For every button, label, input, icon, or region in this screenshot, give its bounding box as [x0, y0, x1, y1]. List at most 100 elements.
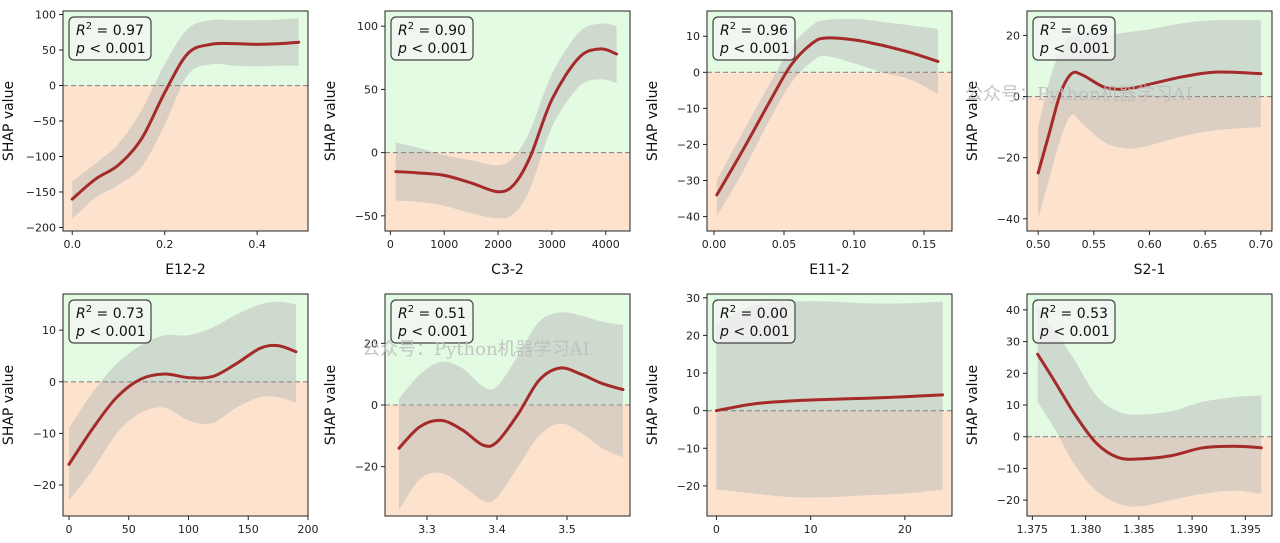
confidence-band [716, 18, 938, 217]
y-axis-label: SHAP value [645, 365, 661, 445]
plot-frame [706, 293, 953, 517]
r-squared-label: R2 = 0.00 [720, 304, 788, 322]
shap-fit-line [67, 343, 298, 466]
x-tick-label: 4000 [592, 238, 620, 251]
y-tick-label: 10 [1006, 399, 1020, 412]
shap-panel-1: 0.0 0.2 0.4 −200 −150 −100 −50 0 50 100 E12-2 SHAP … [1, 9, 309, 278]
y-tick-label: 100 [35, 9, 56, 22]
x-tick-label: 0.70 [1249, 238, 1274, 251]
shap-panel-8: 1.375 1.380 1.385 1.390 1.395 −20 −10 0 10 20 30 40… [965, 293, 1273, 536]
confidence-band [1038, 19, 1261, 219]
y-tick-label: −50 [355, 210, 378, 223]
x-tick-label: 1.395 [1230, 523, 1262, 536]
shap-fit-line [1036, 70, 1263, 175]
y-tick-label: −10 [677, 102, 700, 115]
stats-box [390, 16, 474, 61]
y-tick-label: 10 [686, 367, 700, 380]
stats-box [1032, 16, 1116, 61]
shap-fit-line [70, 40, 301, 201]
x-tick-label: 0.10 [842, 238, 867, 251]
y-tick-label: 0 [693, 66, 700, 79]
x-tick-label: 3.5 [558, 523, 576, 536]
confidence-band [395, 23, 617, 219]
x-axis-label: E11-2 [809, 262, 850, 278]
y-tick-label: 20 [364, 337, 378, 350]
r-squared-label: R2 = 0.97 [76, 21, 144, 39]
x-tick-label: 1.380 [1070, 523, 1102, 536]
y-axis-label: SHAP value [323, 81, 339, 161]
y-tick-label: −40 [677, 211, 700, 224]
y-tick-label: 50 [42, 44, 56, 57]
y-axis-label: SHAP value [965, 365, 981, 445]
shap-fit-line [715, 36, 940, 197]
y-tick-label: 20 [686, 329, 700, 342]
confidence-band [72, 18, 299, 219]
shap-panel-4: 0.50 0.55 0.60 0.65 0.70 −40 −20 0 20 S2-1 SHAP va… [965, 10, 1274, 278]
x-tick-label: 0 [65, 523, 72, 536]
y-tick-label: 0 [49, 80, 56, 93]
x-tick-label: 0.55 [1082, 238, 1107, 251]
x-tick-label: 0.00 [702, 238, 727, 251]
y-axis-label: SHAP value [965, 81, 981, 161]
confidence-band [1037, 306, 1262, 507]
shap-fit-line [1036, 352, 1263, 461]
y-tick-label: 10 [42, 324, 56, 337]
shap-panel-3: 0.00 0.05 0.10 0.15 −40 −30 −20 −10 0 10 E11-2 SHAP… [645, 10, 953, 278]
x-tick-label: 200 [298, 523, 319, 536]
x-tick-label: 0.05 [772, 238, 797, 251]
x-tick-label: 1000 [430, 238, 458, 251]
shap-panel-6: 3.3 3.4 3.5 −20 0 20 SHAP value R2 = 0.51 p < 0.… [323, 293, 631, 536]
x-tick-label: 0.15 [912, 238, 937, 251]
shap-fit-line [394, 47, 619, 194]
p-value-label: p < 0.001 [75, 41, 146, 57]
x-tick-label: 100 [178, 523, 199, 536]
plot-frame [706, 10, 953, 232]
shap-panel-2: 0 1000 2000 3000 4000 −50 0 50 100 C3-2 SHAP value… [323, 10, 631, 278]
shap-fit-line [397, 366, 625, 450]
shap-fit-line [714, 393, 945, 413]
x-axis-label: C3-2 [491, 262, 524, 278]
y-tick-label: 0 [371, 147, 378, 160]
watermark-text: 公众号：Python机器学习AI [965, 84, 1193, 105]
confidence-band [399, 312, 623, 510]
y-tick-label: −20 [33, 479, 56, 492]
r-squared-label: R2 = 0.51 [398, 304, 466, 322]
y-tick-label: −100 [26, 150, 56, 163]
y-axis-label: SHAP value [323, 365, 339, 445]
r-squared-label: R2 = 0.53 [1040, 304, 1108, 322]
x-tick-label: 20 [898, 523, 912, 536]
confidence-band [68, 301, 297, 501]
x-tick-label: 3000 [538, 238, 566, 251]
r-squared-label: R2 = 0.73 [76, 304, 144, 322]
x-tick-label: 3.4 [488, 523, 506, 536]
y-tick-label: −20 [677, 138, 700, 151]
y-tick-label: −20 [997, 494, 1020, 507]
x-tick-label: 1.390 [1176, 523, 1208, 536]
y-tick-label: 0 [49, 376, 56, 389]
y-tick-label: −20 [997, 152, 1020, 165]
x-tick-label: 0 [713, 523, 720, 536]
plot-frame [62, 293, 309, 517]
stats-box [712, 299, 796, 344]
y-tick-label: 10 [686, 30, 700, 43]
y-axis-label: SHAP value [1, 81, 17, 161]
watermark-text: 公众号：Python机器学习AI [362, 339, 590, 360]
y-tick-label: 0 [1013, 431, 1020, 444]
stats-box [68, 16, 152, 61]
y-tick-label: 30 [1006, 336, 1020, 349]
x-tick-label: 2000 [484, 238, 512, 251]
y-tick-label: 30 [686, 292, 700, 305]
x-tick-label: 1.375 [1017, 523, 1049, 536]
x-tick-label: 3.3 [418, 523, 436, 536]
p-value-label: p < 0.001 [397, 41, 468, 57]
x-tick-label: 150 [238, 523, 259, 536]
r-squared-label: R2 = 0.90 [398, 21, 466, 39]
stats-box [390, 299, 474, 344]
negative-region [63, 85, 308, 231]
p-value-label: p < 0.001 [397, 324, 468, 340]
x-tick-label: 10 [804, 523, 818, 536]
y-tick-label: −20 [677, 480, 700, 493]
p-value-label: p < 0.001 [1039, 324, 1110, 340]
x-tick-label: 1.385 [1123, 523, 1155, 536]
